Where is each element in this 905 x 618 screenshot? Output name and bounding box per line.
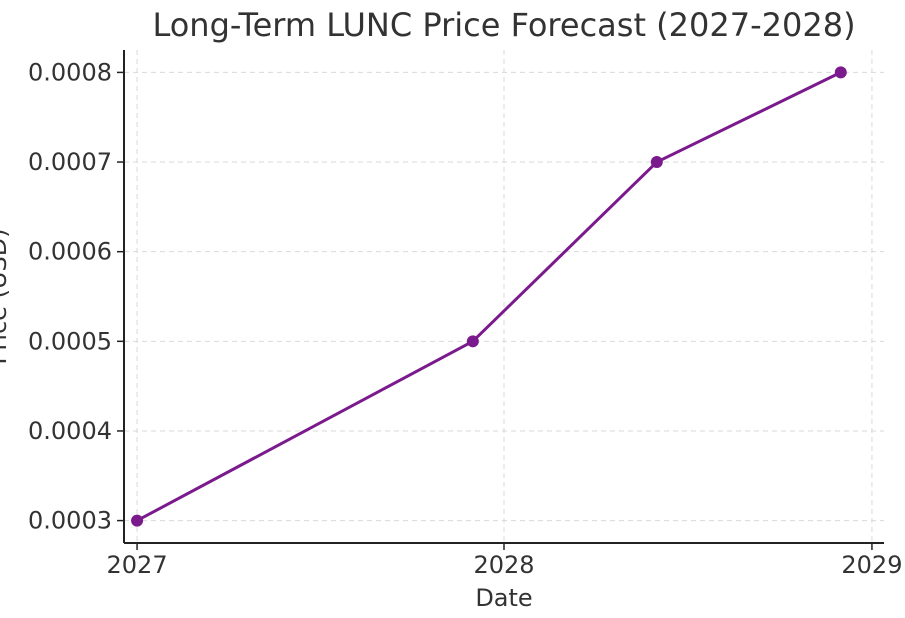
y-tick-label: 0.0007 bbox=[28, 148, 112, 176]
data-point bbox=[131, 514, 144, 527]
series-line bbox=[136, 71, 842, 522]
data-point bbox=[834, 66, 847, 79]
chart-title: Long-Term LUNC Price Forecast (2027-2028… bbox=[152, 6, 855, 44]
y-tick-label: 0.0008 bbox=[28, 58, 112, 86]
x-axis-label: Date bbox=[475, 584, 532, 612]
data-point bbox=[650, 156, 663, 169]
ticks: 0.0003 0.0004 0.0005 0.0006 0.0007 0.0008 2027… bbox=[28, 58, 902, 579]
y-tick-label: 0.0003 bbox=[28, 507, 112, 535]
data-point bbox=[466, 335, 479, 348]
y-tick-label: 0.0006 bbox=[28, 238, 112, 266]
grid bbox=[124, 50, 884, 543]
series bbox=[131, 66, 847, 527]
x-tick-label: 2029 bbox=[841, 551, 902, 579]
y-axis-label: Price (USD) bbox=[0, 228, 12, 364]
x-tick-label: 2027 bbox=[107, 551, 168, 579]
y-tick-label: 0.0004 bbox=[28, 417, 112, 445]
y-tick-label: 0.0005 bbox=[28, 327, 112, 355]
x-tick-label: 2028 bbox=[473, 551, 534, 579]
